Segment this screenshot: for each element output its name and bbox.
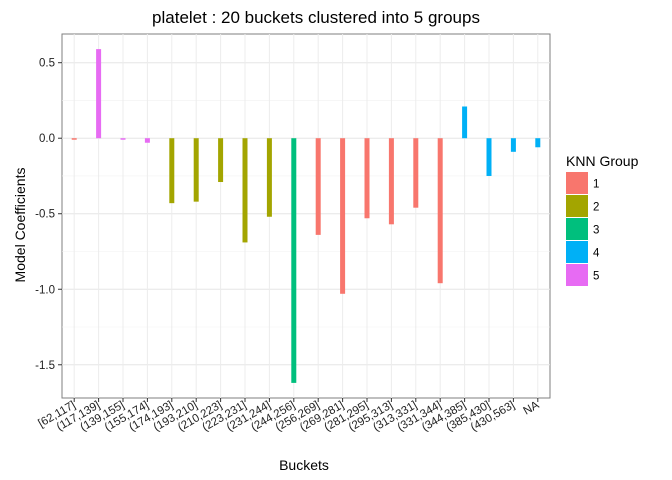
bar-(193,210] <box>193 138 199 202</box>
chart-title: platelet : 20 buckets clustered into 5 g… <box>152 8 480 27</box>
x-axis: [62,117](117,139](139,155](155,174](174,… <box>36 398 542 434</box>
legend-key-1 <box>566 172 588 194</box>
y-axis: 0.5 0.0 -0.5 -1.0 -1.5 <box>35 58 62 372</box>
bar-(210,223] <box>218 138 224 183</box>
panel-border <box>61 33 551 399</box>
legend-label: 4 <box>593 248 600 260</box>
legend-label: 5 <box>593 271 599 283</box>
bar-(155,174] <box>144 138 150 143</box>
y-tick-label: 0.5 <box>39 58 55 70</box>
x-axis-title: Buckets <box>279 457 329 473</box>
legend-key-3 <box>566 218 588 240</box>
bar-(139,155] <box>120 138 126 140</box>
y-tick-label: -0.5 <box>35 209 55 221</box>
bar-(269,281] <box>340 138 346 294</box>
bars <box>71 49 541 383</box>
bar-(385,430] <box>486 138 492 176</box>
legend-key-2 <box>566 195 588 217</box>
bar-(231,244] <box>266 138 272 217</box>
bar-NA <box>535 138 541 148</box>
legend-title: KNN Group <box>566 153 639 169</box>
legend-label: 3 <box>593 225 599 237</box>
legend-label: 1 <box>593 179 599 191</box>
y-tick-label: -1.0 <box>35 284 55 296</box>
bar-(174,193] <box>169 138 175 204</box>
legend-key-5 <box>566 264 588 286</box>
bar-[62,117] <box>71 138 77 140</box>
plot-panel <box>61 33 551 399</box>
legend: KNN Group 1 2 3 4 5 <box>566 153 639 286</box>
x-tick-label: NA <box>521 399 541 418</box>
bar-(117,139] <box>96 49 102 139</box>
bar-(313,331] <box>413 138 419 208</box>
legend-label: 2 <box>593 202 599 214</box>
y-tick-label: 0.0 <box>39 133 55 145</box>
bar-(344,385] <box>462 106 468 139</box>
bar-(281,295] <box>364 138 370 219</box>
legend-key-4 <box>566 241 588 263</box>
bar-(331,344] <box>437 138 443 284</box>
bar-(430,563] <box>510 138 516 152</box>
bar-(256,269] <box>315 138 321 235</box>
bar-(223,231] <box>242 138 248 243</box>
y-tick-label: -1.5 <box>35 360 55 372</box>
bar-(295,313] <box>388 138 394 225</box>
y-axis-title: Model Coefficients <box>12 168 28 283</box>
bar-(244,256] <box>291 138 297 383</box>
